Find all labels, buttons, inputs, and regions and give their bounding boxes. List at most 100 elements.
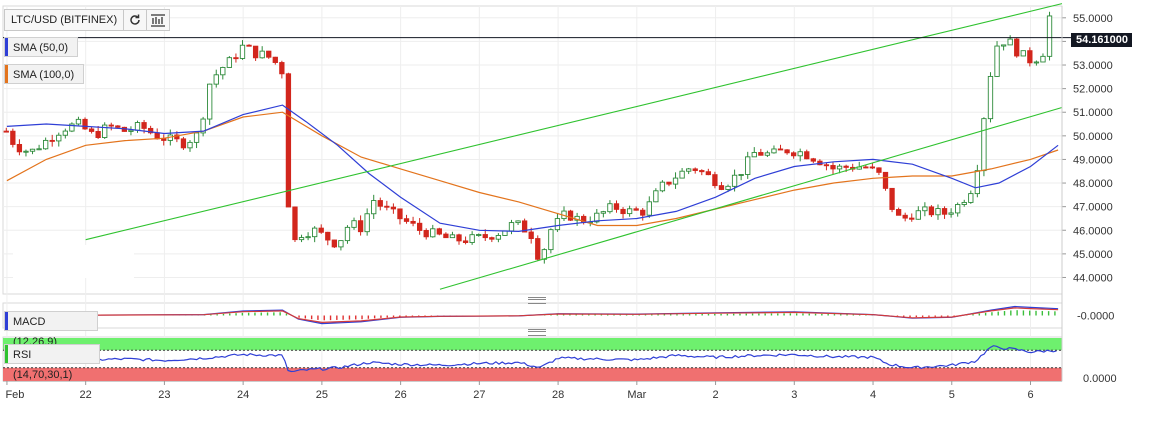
candle — [390, 206, 397, 210]
candle — [777, 148, 784, 151]
candle — [764, 152, 771, 156]
candle — [193, 132, 200, 143]
refresh-icon[interactable] — [124, 10, 148, 30]
candle — [416, 222, 423, 231]
candle — [331, 239, 337, 248]
candle — [535, 238, 541, 260]
candle — [823, 164, 830, 167]
trendline — [439, 106, 1063, 290]
candle — [220, 66, 226, 76]
trendline — [85, 3, 1063, 241]
candle — [915, 210, 921, 220]
symbol-selector[interactable]: LTC/USD (BITFINEX) — [4, 9, 171, 31]
candle — [489, 237, 495, 240]
candle — [699, 170, 705, 173]
x-tick-label: 26 — [394, 389, 406, 401]
candle — [863, 166, 869, 169]
candle — [1046, 15, 1053, 57]
candle — [239, 44, 246, 59]
candle — [298, 237, 305, 241]
candle — [902, 214, 908, 219]
x-tick-label: 28 — [552, 389, 564, 401]
sma100-legend[interactable]: SMA (100,0) — [4, 64, 84, 84]
pane-resize-handle[interactable] — [528, 297, 546, 304]
candle — [338, 240, 344, 248]
candle — [69, 123, 75, 132]
pane-resize-handle[interactable] — [528, 329, 546, 336]
candle — [147, 127, 154, 134]
candle — [29, 148, 36, 152]
candle — [640, 209, 646, 216]
candle — [318, 227, 324, 233]
main-pane — [2, 5, 1063, 295]
candle — [410, 220, 416, 224]
symbol-label[interactable]: LTC/USD (BITFINEX) — [5, 10, 125, 30]
candle — [771, 148, 777, 154]
rsi-legend[interactable]: RSI (14,70,30,1) — [4, 344, 100, 381]
candle — [974, 170, 981, 195]
candle — [482, 234, 488, 239]
sma50-color-swatch — [5, 38, 8, 56]
candle — [49, 139, 55, 142]
candle — [134, 122, 141, 131]
candle — [36, 148, 42, 151]
x-tick-label: 23 — [158, 389, 170, 401]
rsi-label: RSI (14,70,30,1) — [13, 349, 73, 381]
macd-color-swatch — [5, 312, 8, 330]
candle — [161, 138, 167, 141]
macd-axis-label: -0.0000 — [1077, 311, 1114, 323]
candle — [961, 201, 967, 205]
x-tick-label: 25 — [316, 389, 328, 401]
candle — [200, 118, 206, 134]
candle — [207, 83, 213, 120]
candle — [548, 229, 554, 251]
blank-overlay — [13, 245, 134, 278]
candle — [42, 139, 49, 150]
candle — [351, 220, 357, 228]
rsi-color-swatch — [5, 345, 8, 363]
macd-legend[interactable]: MACD (12,26,9) — [4, 311, 98, 348]
bar-type-icon[interactable] — [147, 10, 169, 30]
y-tick-label: 55.0000 — [1073, 13, 1113, 25]
candle — [259, 50, 265, 59]
candle — [797, 151, 803, 157]
candle — [75, 118, 82, 125]
candle — [843, 165, 849, 168]
candle — [469, 234, 475, 243]
candle — [495, 235, 502, 240]
sma100-color-swatch — [5, 65, 8, 83]
sma50-legend[interactable]: SMA (50,0) — [4, 37, 78, 57]
candle — [948, 212, 954, 215]
candle — [738, 174, 744, 176]
candle — [344, 226, 351, 242]
macd-signal-line — [6, 307, 1059, 324]
sma50-label: SMA (50,0) — [13, 42, 69, 54]
candle — [384, 205, 390, 208]
candle — [1000, 44, 1007, 47]
candle — [646, 201, 652, 216]
sma100-line — [6, 111, 1059, 227]
candle — [436, 228, 442, 235]
candle — [869, 166, 876, 169]
candle — [758, 152, 764, 156]
candle — [128, 129, 134, 132]
candle — [1027, 50, 1033, 64]
rsi-axis-label: 0.0000 — [1083, 373, 1117, 385]
candle — [554, 218, 561, 231]
candle — [246, 44, 252, 47]
candle — [95, 131, 101, 138]
candle — [633, 208, 639, 211]
candle — [895, 209, 902, 216]
x-tick-label: Mar — [627, 389, 646, 401]
candle — [397, 208, 403, 220]
x-tick-label: 22 — [80, 389, 92, 401]
y-tick-label: 53.0000 — [1073, 60, 1113, 72]
candle — [364, 213, 370, 233]
candle — [1007, 38, 1013, 46]
candle — [115, 125, 121, 128]
x-tick-label: 2 — [712, 389, 718, 401]
candle — [941, 208, 948, 215]
candle — [718, 185, 725, 190]
candle — [626, 208, 633, 215]
